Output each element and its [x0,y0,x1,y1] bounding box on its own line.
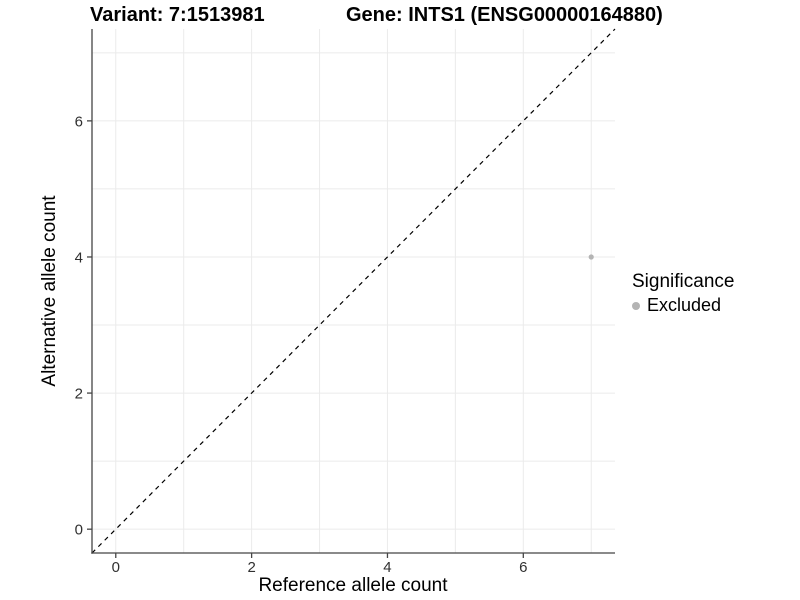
x-axis-title: Reference allele count [258,575,448,596]
x-tick-label: 2 [247,559,255,576]
y-axis-title: Alternative allele count [39,195,60,387]
y-tick-label: 6 [75,113,83,130]
legend-title: Significance [632,271,735,292]
y-tick-label: 0 [75,522,83,539]
y-tick-label: 4 [75,249,83,266]
legend-item: Excluded [632,295,734,316]
data-point [588,254,594,260]
legend-item-label: Excluded [647,295,722,315]
y-tick-label: 2 [75,386,83,403]
x-tick-label: 4 [383,559,391,576]
x-tick-label: 6 [519,559,527,576]
legend: Significance Excluded [632,270,734,316]
identity-line [91,28,616,554]
plot-title-variant: Variant: 7:1513981 [90,4,265,26]
legend-point-icon [632,301,640,310]
plot-title-gene: Gene: INTS1 (ENSG00000164880) [346,4,663,26]
x-tick-label: 0 [112,559,120,576]
